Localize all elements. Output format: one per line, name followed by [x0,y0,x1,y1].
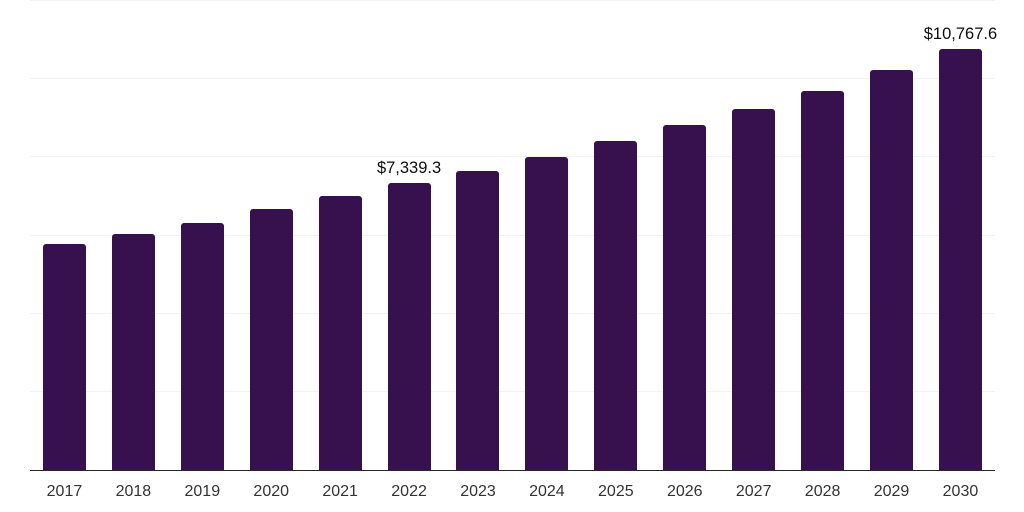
x-tick-label: 2029 [873,483,910,500]
x-tick-label: 2023 [460,483,496,500]
bar [801,90,845,470]
bar-slot [650,1,719,470]
bar [387,183,431,470]
x-tick-label: 2030 [942,483,979,500]
bar [111,233,155,470]
x-tick-label: 2024 [529,483,565,500]
bar-slot [512,1,581,470]
bar-value-label: $7,339.3 [376,159,442,178]
bar-slot [857,1,926,470]
bar [663,124,707,470]
grid-layer [30,0,995,470]
bar-slot [581,1,650,470]
bars-layer: $7,339.3 $10,767.6 [30,1,998,470]
bar-slot [99,1,168,470]
x-axis-labels: 2017 2018 2019 2020 2021 2022 2023 2024 2025 2026… [30,483,995,501]
bar [318,195,362,470]
x-tick-label: 2021 [322,483,358,500]
bar-slot [788,1,857,470]
gridline [30,0,995,1]
x-tick-label: 2017 [46,483,83,500]
bar [938,49,982,470]
x-tick-label: 2020 [253,483,290,500]
bar-value-label: $10,767.6 [923,25,998,44]
gridline [30,234,995,236]
bar [732,108,776,470]
x-tick-label: 2027 [735,483,772,500]
bar-slot [719,1,788,470]
x-tick-label: 2026 [666,483,703,500]
bar-slot [444,1,513,470]
bar [525,156,569,470]
x-tick-label: 2025 [598,483,634,500]
gridline [30,312,995,314]
gridline [30,78,995,80]
gridline [30,390,995,392]
x-tick-label: 2028 [804,483,841,500]
bar-slot [168,1,237,470]
x-tick-label: 2022 [391,483,427,500]
bar [456,170,500,470]
bar [180,222,224,470]
x-tick-label: 2018 [115,483,152,500]
bar-slot: $10,767.6 [923,1,998,470]
plot-area: $7,339.3 $10,767.6 [30,0,998,471]
bar-slot: $7,339.3 [375,1,444,470]
bar [594,141,638,470]
bar-slot [30,1,99,470]
bar [42,244,86,470]
bar [870,70,914,470]
gridline [30,156,995,158]
bar [249,208,293,470]
bar-slot [306,1,375,470]
bar-slot [237,1,306,470]
x-tick-label: 2019 [184,483,221,500]
